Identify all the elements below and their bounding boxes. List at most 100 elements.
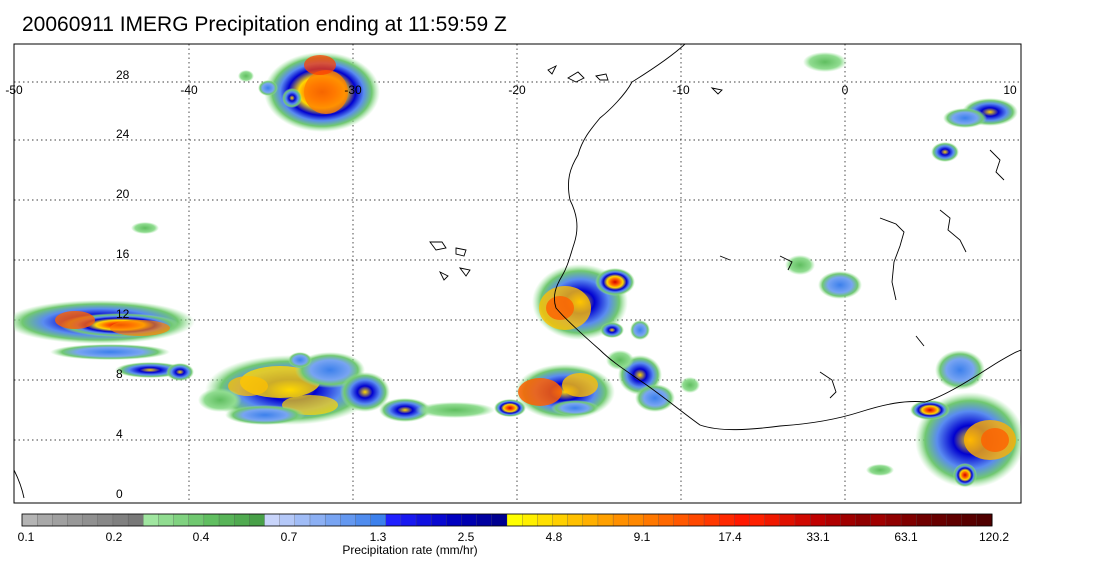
colorbar-tick-label: 120.2: [978, 530, 1010, 544]
colorbar-swatch: [309, 513, 326, 527]
longitude-labels: -50 -40 -30 -20 -10 0 10: [5, 83, 1017, 97]
colorbar-swatch: [506, 513, 523, 527]
colorbar-swatch: [324, 513, 341, 527]
precipitation-field: [14, 52, 1021, 488]
colorbar-swatch: [522, 513, 538, 527]
colorbar-tick-label: 9.1: [633, 530, 651, 544]
colorbar-swatch: [567, 513, 584, 527]
latitude-labels: 28 24 20 16 12 8 4 0: [116, 68, 130, 501]
colorbar-swatch: [749, 513, 766, 527]
lon-label: -10: [672, 83, 690, 97]
colorbar-swatch: [688, 513, 705, 527]
lat-label: 12: [116, 307, 130, 321]
colorbar-swatch: [112, 513, 129, 527]
colorbar-swatch: [234, 513, 250, 527]
colorbar-swatch: [218, 513, 235, 527]
colorbar-swatch: [734, 513, 751, 527]
colorbar-swatch: [21, 513, 38, 527]
colorbar-swatch: [415, 513, 432, 527]
colorbar-swatch: [461, 513, 478, 527]
colorbar: [21, 513, 993, 527]
colorbar-swatch: [52, 513, 69, 527]
colorbar-swatch: [476, 513, 493, 527]
lat-label: 8: [116, 367, 123, 381]
colorbar-swatch: [82, 513, 99, 527]
colorbar-swatch: [537, 513, 554, 527]
colorbar-swatch: [900, 513, 917, 527]
colorbar-swatch: [385, 513, 402, 527]
colorbar-swatch: [628, 513, 644, 527]
colorbar-tick-label: 0.1: [17, 530, 35, 544]
plot-frame: [13, 43, 1022, 504]
lat-label: 28: [116, 68, 130, 82]
colorbar-swatch: [37, 513, 53, 527]
colorbar-swatch: [400, 513, 417, 527]
lat-label: 0: [116, 487, 123, 501]
colorbar-swatch: [143, 513, 159, 527]
coastline: [14, 44, 1021, 499]
colorbar-swatch: [825, 513, 841, 527]
colorbar-swatch: [188, 513, 205, 527]
colorbar-swatch: [173, 513, 190, 527]
colorbar-swatch: [203, 513, 220, 527]
colorbar-tick-label: 0.4: [192, 530, 210, 544]
colorbar-swatch: [779, 513, 796, 527]
colorbar-swatch: [916, 513, 932, 527]
colorbar-swatch: [946, 513, 963, 527]
colorbar-swatch: [658, 513, 675, 527]
colorbar-swatch: [719, 513, 735, 527]
colorbar-swatch: [431, 513, 447, 527]
colorbar-swatch: [264, 513, 281, 527]
colorbar-swatch: [127, 513, 144, 527]
colorbar-swatch: [976, 513, 993, 527]
colorbar-swatch: [794, 513, 811, 527]
lon-label: -30: [344, 83, 362, 97]
colorbar-tick-label: 2.5: [457, 530, 475, 544]
colorbar-swatch: [809, 513, 826, 527]
colorbar-swatch: [931, 513, 948, 527]
colorbar-swatch: [340, 513, 356, 527]
map-title: 20060911 IMERG Precipitation ending at 1…: [22, 13, 507, 36]
colorbar-tick-label: 63.1: [894, 530, 918, 544]
lat-label: 4: [116, 427, 123, 441]
colorbar-swatch: [582, 513, 599, 527]
lat-label: 24: [116, 127, 130, 141]
colorbar-tick-label: 0.7: [280, 530, 298, 544]
lat-label: 20: [116, 187, 130, 201]
colorbar-swatch: [158, 513, 175, 527]
colorbar-swatch: [491, 513, 508, 527]
colorbar-swatch: [355, 513, 372, 527]
colorbar-swatch: [446, 513, 463, 527]
colorbar-caption: Precipitation rate (mm/hr): [342, 543, 478, 557]
itcz-cluster-2: [379, 398, 431, 422]
colorbar-swatch: [855, 513, 872, 527]
colorbar-swatch: [249, 513, 266, 527]
lon-label: -50: [5, 83, 23, 97]
colorbar-tick-label: 17.4: [718, 530, 742, 544]
colorbar-swatch: [961, 513, 978, 527]
colorbar-swatch: [612, 513, 629, 527]
colorbar-swatch: [552, 513, 569, 527]
colorbar-swatch: [597, 513, 614, 527]
colorbar-tick-label: 1.3: [369, 530, 387, 544]
colorbar-swatch: [703, 513, 720, 527]
colorbar-swatch: [370, 513, 387, 527]
colorbar-swatch: [840, 513, 857, 527]
colorbar-outline: [21, 513, 993, 527]
lon-label: -40: [180, 83, 198, 97]
lon-label: 0: [842, 83, 849, 97]
colorbar-swatch: [97, 513, 114, 527]
colorbar-swatch: [294, 513, 311, 527]
colorbar-swatch: [885, 513, 902, 527]
colorbar-tick-label: 0.2: [105, 530, 123, 544]
colorbar-swatch: [67, 513, 84, 527]
colorbar-swatch: [870, 513, 887, 527]
lon-label: -20: [508, 83, 526, 97]
colorbar-swatch: [643, 513, 660, 527]
lon-label: 10: [1003, 83, 1017, 97]
colorbar-swatch: [673, 513, 690, 527]
lat-label: 16: [116, 247, 130, 261]
colorbar-tick-label: 33.1: [806, 530, 830, 544]
colorbar-swatch: [764, 513, 781, 527]
